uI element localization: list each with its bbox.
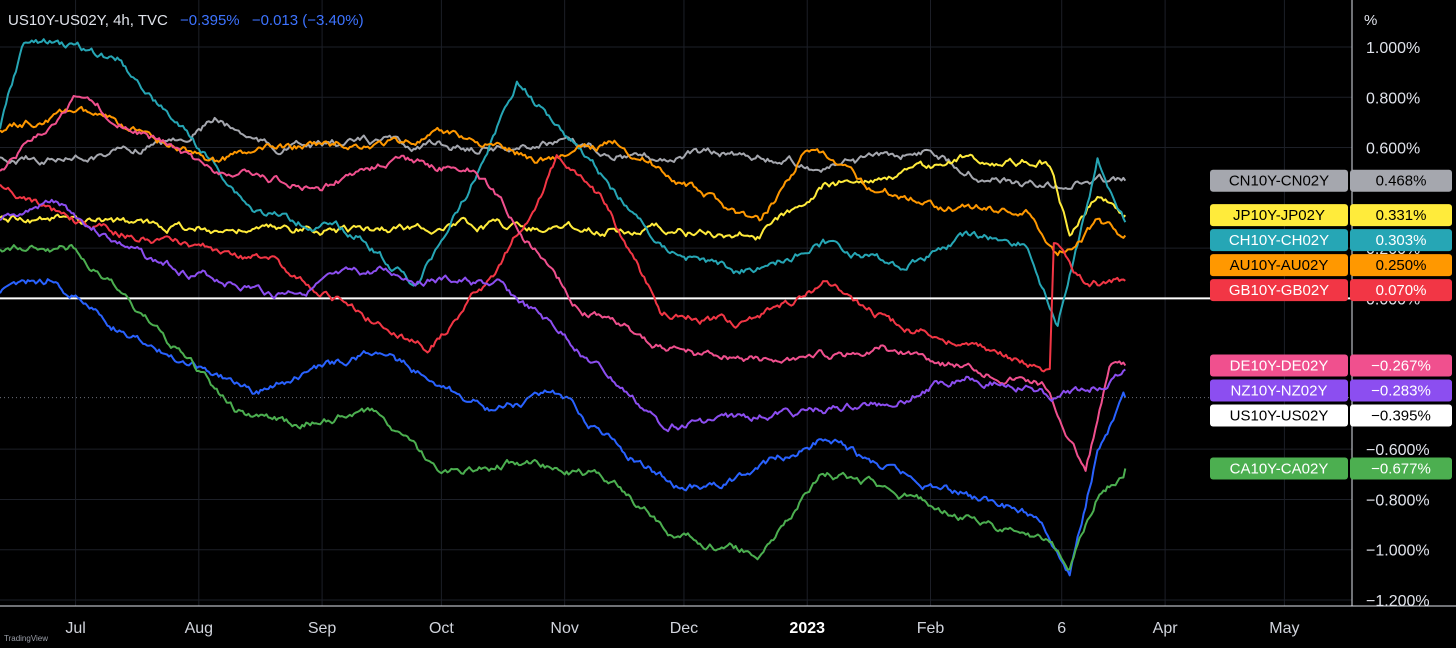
x-tick-label: Aug <box>185 620 213 637</box>
series-tag-name-bg <box>1210 279 1348 302</box>
series-tag-value-bg <box>1350 254 1452 277</box>
series-tag-name: NZ10Y-NZ02Y <box>1231 382 1328 399</box>
series-tag-value: 0.250% <box>1376 257 1427 274</box>
series-tag-value-bg <box>1350 229 1452 252</box>
symbol-title: US10Y-US02Y, 4h, TVC <box>8 12 168 29</box>
series-tag-name-bg <box>1210 354 1348 377</box>
x-tick-label: 6 <box>1057 620 1066 637</box>
y-axis: 1.000%0.800%0.600%0.200%0.000%−0.600%−0.… <box>1366 40 1430 610</box>
series-tag-value-bg <box>1350 204 1452 227</box>
series-tag-value: 0.468% <box>1376 173 1427 190</box>
series-tag-de10y-de02y: DE10Y-DE02Y −0.267% <box>1210 354 1452 377</box>
series-tag-cn10y-cn02y: CN10Y-CN02Y 0.468% <box>1210 169 1452 192</box>
series-lines <box>0 38 1127 577</box>
x-tick-label: Dec <box>670 620 698 637</box>
series-line-gb10y-gb02y <box>0 154 1126 373</box>
series-line-au10y-au02y <box>0 105 1127 257</box>
series-tag-name: CN10Y-CN02Y <box>1229 173 1329 190</box>
x-tick-label: Apr <box>1153 620 1179 637</box>
x-tick-label: Feb <box>917 620 945 637</box>
series-tag-value: −0.267% <box>1371 357 1431 374</box>
y-tick-label: 0.600% <box>1366 141 1420 158</box>
series-tag-value: −0.677% <box>1371 461 1431 478</box>
x-tick-label: Sep <box>308 620 337 637</box>
series-tag-value-bg <box>1350 379 1452 402</box>
series-tag-value: −0.395% <box>1371 407 1431 424</box>
series-line-jp10y-jp02y <box>0 153 1127 241</box>
series-line-us10y-us02y <box>0 278 1127 577</box>
series-tag-name: JP10Y-JP02Y <box>1233 207 1325 224</box>
series-tag-value: 0.331% <box>1376 207 1427 224</box>
y-tick-label: −1.200% <box>1366 593 1430 610</box>
series-tag-name-bg <box>1210 457 1348 480</box>
series-tag-au10y-au02y: AU10Y-AU02Y 0.250% <box>1210 254 1452 277</box>
series-tag-ca10y-ca02y: CA10Y-CA02Y −0.677% <box>1210 457 1452 480</box>
series-line-ch10y-ch02y <box>0 38 1127 327</box>
tradingview-logo: TradingView <box>4 634 49 643</box>
series-tag-gb10y-gb02y: GB10Y-GB02Y 0.070% <box>1210 279 1452 302</box>
grid <box>0 0 1456 607</box>
series-tag-name-bg <box>1210 379 1348 402</box>
series-tag-nz10y-nz02y: NZ10Y-NZ02Y −0.283% <box>1210 379 1452 402</box>
series-line-ca10y-ca02y <box>0 244 1127 571</box>
series-tag-value: 0.303% <box>1376 232 1427 249</box>
series-tag-name-bg <box>1210 254 1348 277</box>
series-tag-value-bg <box>1350 457 1452 480</box>
series-line-cn10y-cn02y <box>0 116 1127 190</box>
series-tag-value-bg <box>1350 404 1452 427</box>
series-tag-name: CH10Y-CH02Y <box>1229 232 1329 249</box>
y-tick-label: 0.800% <box>1366 90 1420 107</box>
series-tag-name: US10Y-US02Y <box>1230 407 1329 424</box>
x-axis: Jul Aug Sep Oct Nov Dec 2023 Feb 6 Apr May <box>65 620 1299 637</box>
series-tag-value-bg <box>1350 279 1452 302</box>
series-tag-name-bg <box>1210 404 1348 427</box>
y-tick-label: −0.800% <box>1366 492 1430 509</box>
y-tick-label: 1.000% <box>1366 40 1420 57</box>
series-line-de10y-de02y <box>0 95 1127 472</box>
series-tag-name: DE10Y-DE02Y <box>1230 357 1329 374</box>
change-absolute: −0.013 (−3.40%) <box>251 12 364 29</box>
symbol-header: US10Y-US02Y, 4h, TVC −0.395% −0.013 (−3.… <box>8 12 364 29</box>
x-tick-label: Jul <box>65 620 85 637</box>
x-tick-label: May <box>1269 620 1299 637</box>
series-tag-us10y-us02y: US10Y-US02Y −0.395% <box>1210 404 1452 427</box>
series-tag-name: GB10Y-GB02Y <box>1229 282 1329 299</box>
series-tag-name-bg <box>1210 204 1348 227</box>
series-tag-name-bg <box>1210 229 1348 252</box>
series-tag-value: 0.070% <box>1376 282 1427 299</box>
series-tags: CN10Y-CN02Y 0.468% JP10Y-JP02Y 0.331% CH10Y-… <box>1210 169 1452 480</box>
y-unit-label: % <box>1364 12 1378 29</box>
series-tag-jp10y-jp02y: JP10Y-JP02Y 0.331% <box>1210 204 1452 227</box>
y-tick-label: −1.000% <box>1366 543 1430 560</box>
x-tick-label: Oct <box>429 620 454 637</box>
series-tag-value-bg <box>1350 354 1452 377</box>
x-tick-label: 2023 <box>789 620 825 637</box>
x-tick-label: Nov <box>550 620 578 637</box>
series-tag-value-bg <box>1350 169 1452 192</box>
series-tag-value: −0.283% <box>1371 382 1431 399</box>
series-tag-name-bg <box>1210 169 1348 192</box>
y-tick-label: −0.600% <box>1366 442 1430 459</box>
series-tag-name: CA10Y-CA02Y <box>1230 461 1329 478</box>
series-line-nz10y-nz02y <box>0 198 1126 433</box>
change-percent: −0.395% <box>180 12 240 29</box>
series-tag-ch10y-ch02y: CH10Y-CH02Y 0.303% <box>1210 229 1452 252</box>
series-tag-name: AU10Y-AU02Y <box>1230 257 1329 274</box>
